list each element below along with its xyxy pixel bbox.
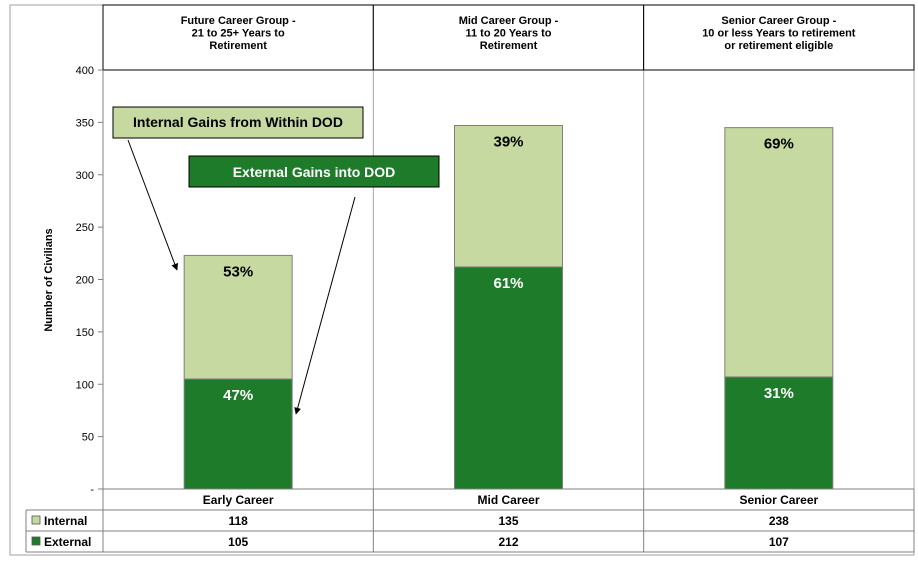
y-tick-label: 50 <box>82 432 94 444</box>
y-tick-label: 400 <box>76 65 94 77</box>
callout-internal-arrow <box>127 139 179 271</box>
table-cell-internal: 118 <box>228 514 248 528</box>
bar-external-mid-career <box>454 266 563 490</box>
table-cell-external: 105 <box>228 535 248 549</box>
callout-internal-box <box>112 106 364 139</box>
callout-internal: Internal Gains from Within DOD <box>112 106 364 271</box>
bar-external-senior-career <box>724 376 834 490</box>
y-tick-label: 200 <box>76 275 94 287</box>
category-label: Senior Career <box>739 493 818 507</box>
y-axis-label: Number of Civilians <box>43 228 55 331</box>
callout-internal-text: Internal Gains from Within DOD <box>133 114 343 130</box>
y-tick-label: 300 <box>76 170 94 182</box>
group-header-line: Senior Career Group - <box>721 15 836 27</box>
bar-internal-mid-career <box>454 125 563 268</box>
legend-swatch-external <box>31 536 41 546</box>
callout-external-arrow <box>294 196 356 415</box>
bars-layer: 47% 53% 61% 39% 31% 69% <box>183 125 834 490</box>
y-tick-label: 250 <box>76 222 94 234</box>
group-header-line: 11 to 20 Years to <box>465 28 551 40</box>
callout-external-text: External Gains into DOD <box>233 164 396 180</box>
y-tick-label: - <box>90 484 94 496</box>
legend-label-external: External <box>44 535 91 549</box>
table-cell-internal: 135 <box>498 514 518 528</box>
callout-external-box <box>188 155 440 188</box>
data-label-external-senior-career: 31% <box>764 385 794 402</box>
category-label: Mid Career <box>477 493 539 507</box>
group-header-line: or retirement eligible <box>724 40 833 52</box>
group-header-box <box>102 4 374 71</box>
legend-label-internal: Internal <box>44 514 87 528</box>
group-header-line: 10 or less Years to retirement <box>702 28 856 40</box>
y-tick-label: 100 <box>76 379 94 391</box>
y-axis: - 50 100 150 200 250 300 350 400 <box>76 65 104 496</box>
group-header-line: Future Career Group - <box>181 15 296 27</box>
bar-internal-early-career <box>183 254 293 380</box>
y-tick-label: 350 <box>76 117 94 129</box>
category-label: Early Career <box>203 493 274 507</box>
group-header-box <box>372 4 645 71</box>
bar-internal-senior-career <box>724 127 834 378</box>
data-label-external-early-career: 47% <box>223 387 253 404</box>
table-cell-external: 107 <box>769 535 789 549</box>
data-label-internal-mid-career: 39% <box>493 134 523 151</box>
group-header-layer: Future Career Group -21 to 25+ Years toR… <box>102 4 915 71</box>
table-cell-internal: 238 <box>769 514 789 528</box>
data-label-internal-early-career: 53% <box>223 263 253 280</box>
table-cell-external: 212 <box>498 535 518 549</box>
group-header-line: Retirement <box>209 40 267 52</box>
legend-swatch-internal <box>31 515 41 525</box>
y-tick-label: 150 <box>76 327 94 339</box>
bar-external-early-career <box>183 378 293 490</box>
data-table: Early Career Mid Career Senior Career Inter… <box>25 488 915 553</box>
group-header-box <box>643 4 915 71</box>
callout-external: External Gains into DOD <box>188 155 440 415</box>
group-header-line: 21 to 25+ Years to <box>192 28 285 40</box>
data-label-external-mid-career: 61% <box>493 275 523 292</box>
group-header-line: Retirement <box>480 40 538 52</box>
group-header-line: Mid Career Group - <box>459 15 559 27</box>
data-label-internal-senior-career: 69% <box>764 136 794 153</box>
